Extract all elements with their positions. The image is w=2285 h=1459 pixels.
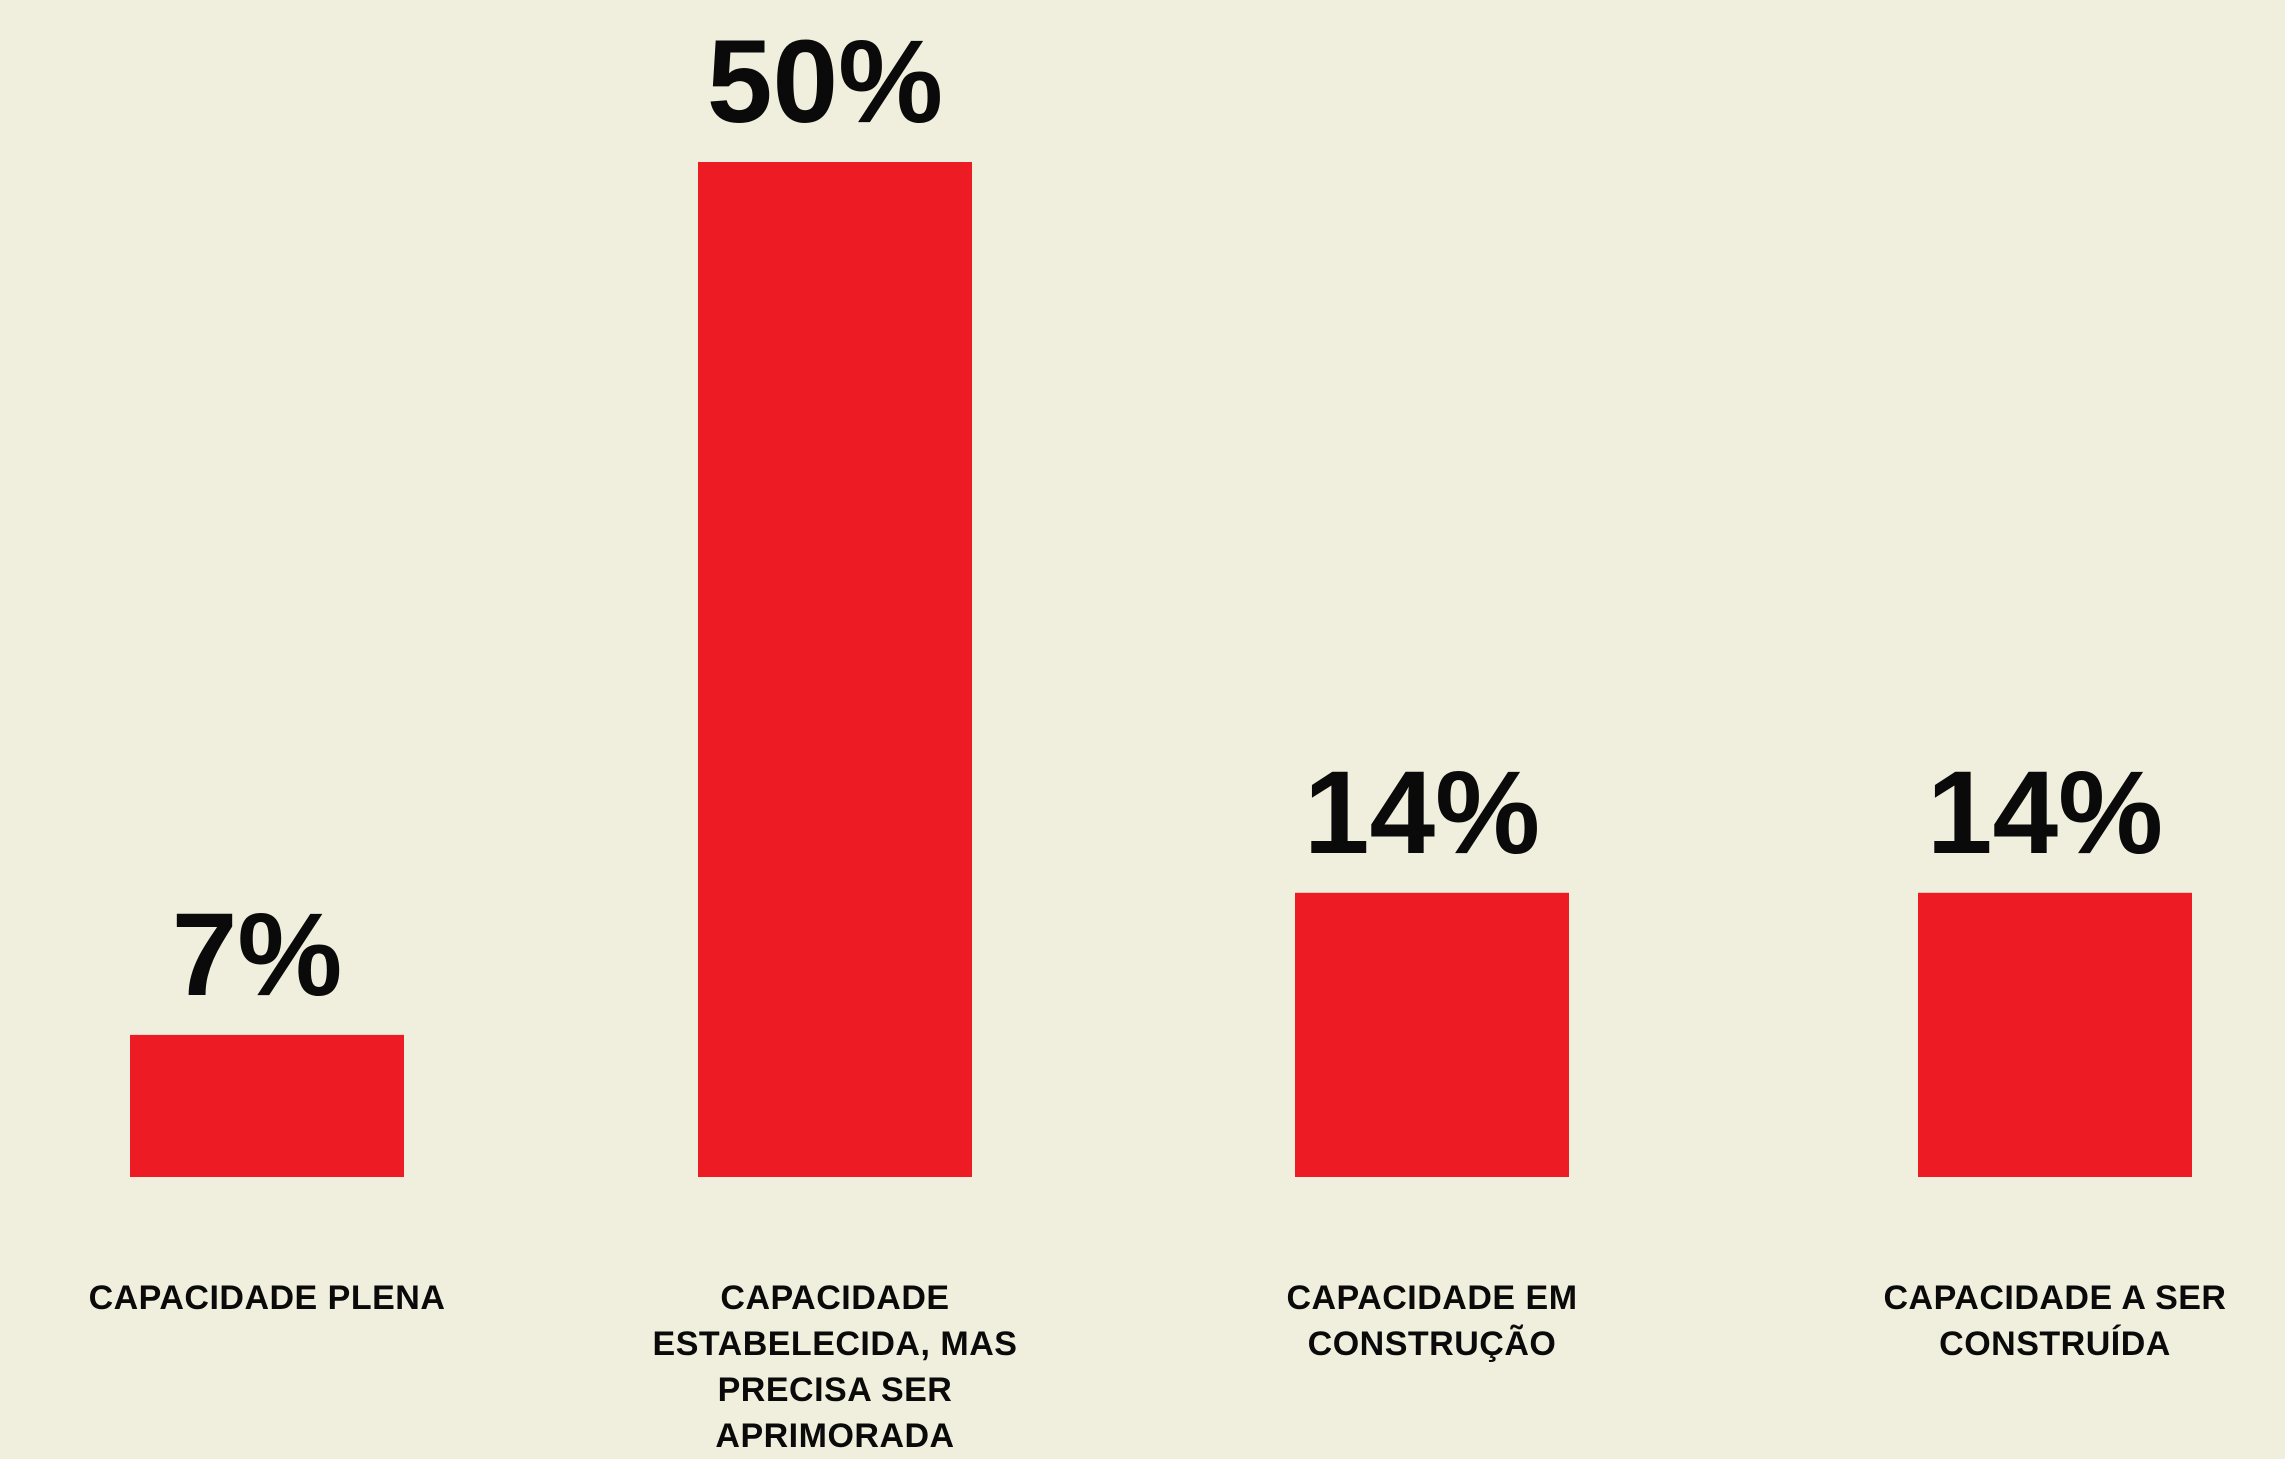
value-label: 14% [1927,747,2163,879]
value-label: 50% [707,16,943,148]
category-label: CAPACIDADE ESTABELECIDA, MAS PRECISA SER… [652,1279,1018,1455]
bar [1295,892,1569,1177]
value-label: 14% [1304,747,1540,879]
category-label: CAPACIDADE A SER CONSTRUÍDA [1883,1279,2227,1363]
bar [698,162,972,1177]
category-label: CAPACIDADE PLENA [88,1279,446,1317]
category-label: CAPACIDADE EM CONSTRUÇÃO [1286,1279,1578,1363]
value-label: 7% [172,889,343,1021]
bar [130,1034,404,1177]
bar [1918,892,2192,1177]
